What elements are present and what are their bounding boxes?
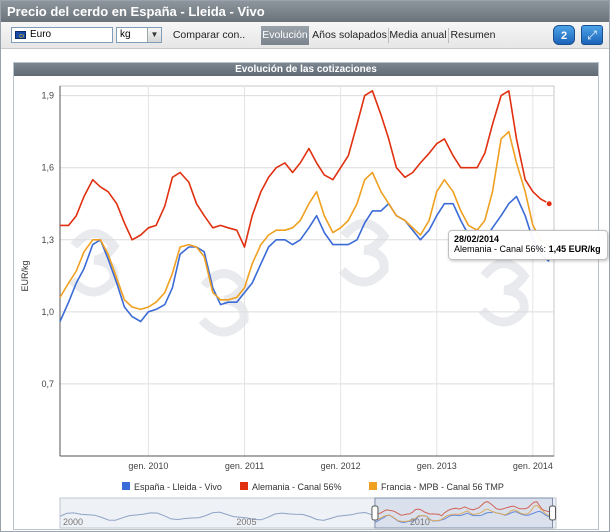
navigator-selection [374,497,554,529]
compare-button[interactable]: Comparar con.. [172,29,246,41]
tooltip-point-marker [545,200,553,208]
legend-label: Alemania - Canal 56% [252,482,342,492]
navigator-handle-right [549,505,557,521]
tab-separator [388,28,389,43]
legend-label: Francia - MPB - Canal 56 TMP [381,482,504,492]
chart-panel: Evolución de las cotizaciones 0,7 1,0 1,3 1… [13,62,608,530]
plot-area [59,85,555,457]
chart-grid [59,85,555,457]
currency-input[interactable]: Euro [11,27,113,43]
legend-swatch [240,482,248,490]
x-tick-label: gen. 2013 [417,461,457,471]
legend-swatch [369,482,377,490]
navigator-year-label: 2010 [410,517,430,527]
price-chart[interactable]: 0,7 1,0 1,3 1,6 1,9 gen. 2010 gen. 2011 gen. 20… [14,76,598,530]
tooltip-series: Alemania - Canal 56%: [454,244,549,254]
navigator-series-2 [374,504,552,522]
navigator-year-label: 2005 [236,517,256,527]
currency-value: Euro [30,29,52,40]
tab-anos-solapados[interactable]: Años solapados [312,29,387,41]
tab-evolucion[interactable]: Evolución [261,26,309,45]
y-axis-label: EUR/kg [20,260,30,291]
chart-legend: España - Lleida - Vivo Alemania - Canal 5… [122,482,504,492]
y-tick-label: 1,0 [41,307,54,317]
y-tick-label: 1,3 [41,235,54,245]
chevron-down-icon[interactable]: ▼ [147,28,161,42]
navigator-year-label: 2000 [63,517,83,527]
tab-resumen[interactable]: Resumen [450,29,496,41]
unit-value: kg [120,29,131,40]
navigator-series-1 [374,501,552,517]
time-navigator[interactable]: 2000 2005 2010 [59,497,557,529]
x-tick-label: gen. 2010 [128,461,168,471]
window-title: Precio del cerdo en España - Lleida - Vi… [7,4,265,19]
unit-select[interactable]: kg ▼ [116,27,162,43]
series-line-1 [60,90,550,248]
chart-series [59,90,553,323]
y-tick-label: 1,6 [41,163,54,173]
x-tick-label: gen. 2011 [225,461,264,471]
series-line-2 [59,130,550,311]
chart-header: Evolución de las cotizaciones [14,63,598,76]
navigator-handle-left [371,505,379,521]
y-tick-label: 1,9 [41,91,54,101]
tooltip-value: 1,45 EUR/kg [548,244,601,254]
x-tick-label: gen. 2014 [513,461,553,471]
help-bubble-icon[interactable]: 2 [553,25,575,45]
y-tick-label: 0,7 [41,379,54,389]
navigator-history-line [59,511,373,521]
legend-label: España - Lleida - Vivo [134,482,222,492]
expand-icon[interactable]: ⤢ [581,25,603,45]
navigator-series-0 [374,510,552,524]
eu-flag-icon [15,31,26,39]
data-tooltip: 28/02/2014 Alemania - Canal 56%: 1,45 EU… [448,230,608,260]
chart-axes: 0,7 1,0 1,3 1,6 1,9 gen. 2010 gen. 2011 gen. 20… [41,86,554,471]
tab-separator [448,28,449,43]
tooltip-date: 28/02/2014 [454,234,500,244]
legend-swatch [122,482,130,490]
x-tick-label: gen. 2012 [321,461,361,471]
toolbar: Euro kg ▼ Comparar con.. Evolución Años … [1,22,609,49]
tab-media-anual[interactable]: Media anual [389,29,447,41]
title-bar: Precio del cerdo en España - Lleida - Vi… [1,1,609,22]
